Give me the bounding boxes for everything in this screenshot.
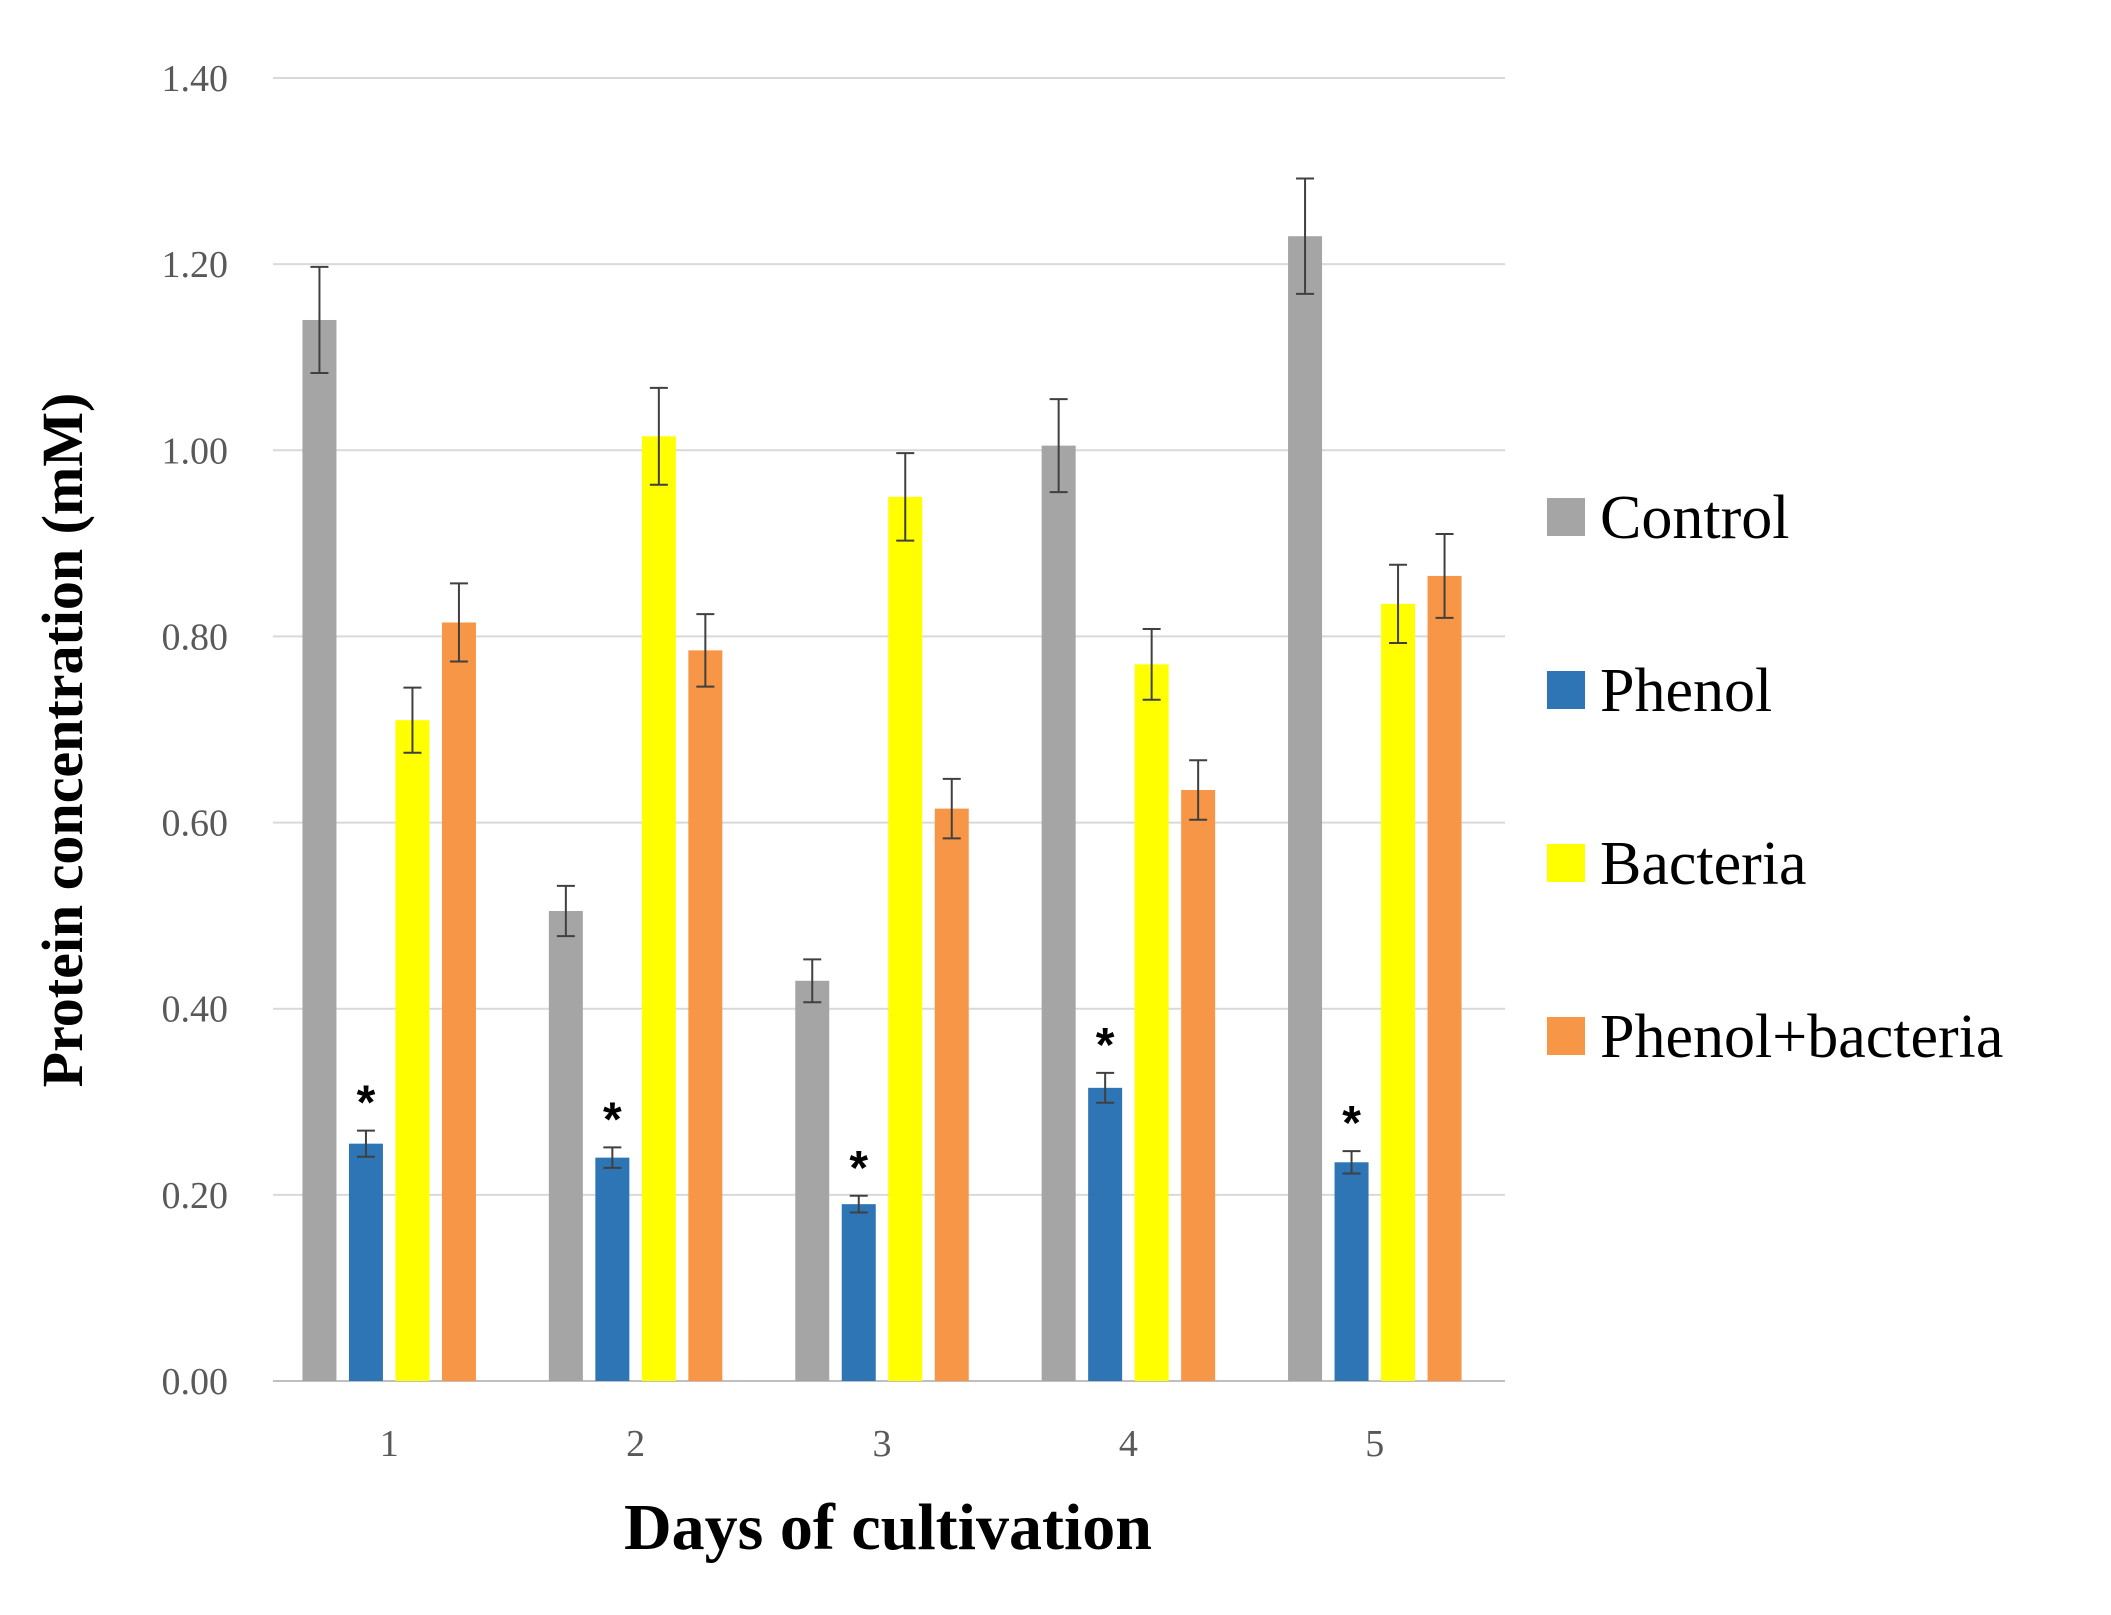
legend-label: Bacteria — [1600, 830, 1807, 898]
bar-phenol-bacteria-day-4 — [1181, 789, 1216, 1381]
legend-item: Phenol+bacteria — [1547, 1003, 2003, 1071]
legend-label: Phenol+bacteria — [1600, 1003, 2003, 1071]
bars: * * * * * — [302, 177, 1462, 1382]
legend-label: Phenol — [1600, 657, 1772, 725]
bar-phenol-day-4 — [1088, 1087, 1123, 1381]
error-bar — [603, 1146, 622, 1169]
error-bar — [803, 958, 822, 1004]
x-tick-label: 5 — [1365, 1423, 1384, 1465]
bar-phenol-day-3 — [841, 1204, 876, 1381]
error-bar — [896, 452, 915, 542]
legend-swatch — [1547, 844, 1585, 882]
bar-phenol-bacteria-day-3 — [934, 808, 969, 1381]
legend-item: Phenol — [1547, 657, 1772, 725]
y-tick-label: 1.40 — [162, 58, 229, 100]
error-bar — [310, 265, 329, 375]
legend-swatch — [1547, 671, 1585, 709]
bar-bacteria-day-5 — [1381, 603, 1416, 1381]
error-bar — [403, 686, 422, 754]
legend-item: Bacteria — [1547, 830, 1807, 898]
bar-bacteria-day-3 — [888, 496, 923, 1382]
error-bar — [1296, 177, 1315, 295]
bar-phenol-day-2 — [595, 1157, 630, 1381]
x-axis-ticks: 1 2 3 4 5 — [380, 1423, 1385, 1465]
x-tick-label: 4 — [1119, 1423, 1138, 1465]
error-bar — [1342, 1150, 1361, 1175]
y-tick-label: 0.60 — [162, 803, 229, 845]
y-axis-title: Protein concentration (mM) — [30, 393, 95, 1088]
error-bar — [1049, 398, 1068, 494]
y-tick-label: 0.80 — [162, 616, 229, 658]
bar-phenol-bacteria-day-5 — [1427, 575, 1462, 1381]
bar-bacteria-day-4 — [1134, 664, 1169, 1381]
error-bar — [1389, 563, 1408, 644]
error-bar — [649, 386, 668, 486]
bar-phenol-bacteria-day-2 — [688, 650, 723, 1381]
legend-swatch — [1547, 1017, 1585, 1055]
y-tick-label: 0.20 — [162, 1175, 229, 1217]
bar-control-day-2 — [548, 910, 583, 1381]
error-bar — [449, 582, 468, 663]
significance-marker: * — [1096, 1019, 1115, 1072]
significance-marker: * — [603, 1093, 622, 1146]
y-axis-ticks: 0.00 0.20 0.40 0.60 0.80 1.00 1.20 1.40 — [162, 58, 229, 1403]
error-bar — [942, 777, 961, 840]
y-tick-label: 0.40 — [162, 989, 229, 1031]
bar-bacteria-day-2 — [641, 436, 676, 1381]
bar-control-day-3 — [795, 980, 830, 1381]
error-bar — [1189, 759, 1208, 821]
error-bar — [849, 1194, 868, 1214]
legend-label: Control — [1600, 484, 1789, 552]
significance-marker: * — [849, 1142, 868, 1195]
legend-item: Control — [1547, 484, 1789, 552]
x-tick-label: 2 — [626, 1423, 645, 1465]
x-axis-title: Days of cultivation — [624, 1491, 1152, 1564]
bar-bacteria-day-1 — [395, 720, 430, 1381]
legend-swatch — [1547, 498, 1585, 536]
bar-control-day-4 — [1041, 445, 1076, 1381]
error-bar — [1096, 1071, 1115, 1104]
bar-phenol-day-5 — [1334, 1162, 1369, 1381]
bar-control-day-1 — [302, 319, 337, 1381]
error-bar — [1142, 627, 1161, 701]
error-bar — [696, 613, 715, 688]
y-tick-label: 1.20 — [162, 244, 229, 286]
error-bar — [356, 1129, 375, 1158]
bar-control-day-5 — [1288, 236, 1323, 1381]
significance-marker: * — [1342, 1097, 1361, 1150]
x-tick-label: 3 — [873, 1423, 892, 1465]
legend: Control Phenol Bacteria Phenol+bacteria — [1547, 484, 2003, 1071]
significance-marker: * — [357, 1077, 376, 1130]
error-bar — [1435, 533, 1454, 619]
bar-phenol-bacteria-day-1 — [441, 622, 476, 1381]
y-tick-label: 1.00 — [162, 430, 229, 472]
x-tick-label: 1 — [380, 1423, 399, 1465]
error-bar — [556, 884, 575, 938]
y-tick-label: 0.00 — [162, 1361, 229, 1403]
bar-phenol-day-1 — [348, 1143, 383, 1381]
